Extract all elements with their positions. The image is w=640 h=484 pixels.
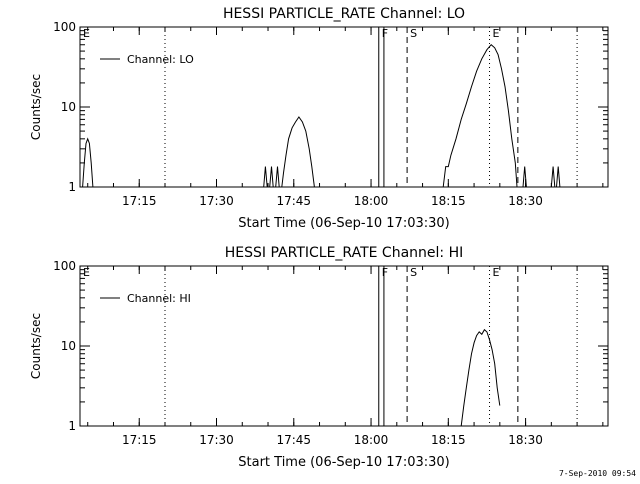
plot-frame xyxy=(79,26,609,188)
x-tick-label: 18:30 xyxy=(508,194,543,208)
series-line-segment xyxy=(442,43,518,188)
chart-panel-2: HESSI PARTICLE_RATE Channel: HI 17:15 17:3… xyxy=(29,245,609,470)
x-tick-label: 17:45 xyxy=(276,194,311,208)
y-axis-label: Counts/sec xyxy=(29,313,43,379)
y-tick-label: 100 xyxy=(53,259,76,273)
legend-entry: Channel: LO xyxy=(127,53,194,66)
series-line-segment xyxy=(281,116,315,188)
y-tick-label: 1 xyxy=(68,180,76,194)
y-axis-label: Counts/sec xyxy=(29,74,43,140)
series-line-segment xyxy=(269,166,274,188)
x-tick-label: 18:15 xyxy=(431,433,466,447)
event-marker-label: E xyxy=(83,27,90,40)
event-marker-label: E xyxy=(83,266,90,279)
y-tick-label: 10 xyxy=(61,339,76,353)
chart-title: HESSI PARTICLE_RATE Channel: HI xyxy=(225,245,463,261)
x-tick-label: 17:30 xyxy=(199,433,234,447)
x-tick-label: 17:15 xyxy=(122,433,157,447)
event-marker-label: S xyxy=(410,27,417,40)
legend-entry: Channel: HI xyxy=(127,292,191,305)
x-axis-label: Start Time (06-Sep-10 17:03:30) xyxy=(238,455,449,470)
series-line-segment xyxy=(263,166,268,188)
event-marker-label: S xyxy=(410,266,417,279)
event-marker-label: E xyxy=(493,266,500,279)
y-tick-label: 10 xyxy=(61,100,76,114)
x-axis-label: Start Time (06-Sep-10 17:03:30) xyxy=(238,216,449,231)
chart-panel-1: HESSI PARTICLE_RATE Channel: LO 17:15 17:3… xyxy=(29,6,609,231)
series-line-segment xyxy=(82,137,94,188)
series-line-segment xyxy=(275,166,280,188)
series-line-segment xyxy=(460,328,501,427)
chart-title: HESSI PARTICLE_RATE Channel: LO xyxy=(223,6,465,22)
series-line-segment xyxy=(550,166,556,188)
event-marker-label: F xyxy=(382,266,388,279)
y-tick-label: 1 xyxy=(68,419,76,433)
x-tick-label: 17:15 xyxy=(122,194,157,208)
x-tick-label: 18:00 xyxy=(354,194,389,208)
series-line-segment xyxy=(522,166,527,188)
x-tick-label: 17:30 xyxy=(199,194,234,208)
series-line-segment xyxy=(556,166,561,188)
plot-frame xyxy=(79,265,609,427)
y-tick-label: 100 xyxy=(53,20,76,34)
event-marker-label: F xyxy=(382,27,388,40)
x-tick-label: 17:45 xyxy=(276,433,311,447)
generation-timestamp: 7-Sep-2010 09:54 xyxy=(558,469,636,478)
event-marker-label: E xyxy=(493,27,500,40)
x-tick-label: 18:30 xyxy=(508,433,543,447)
x-tick-label: 18:00 xyxy=(354,433,389,447)
x-tick-label: 18:15 xyxy=(431,194,466,208)
